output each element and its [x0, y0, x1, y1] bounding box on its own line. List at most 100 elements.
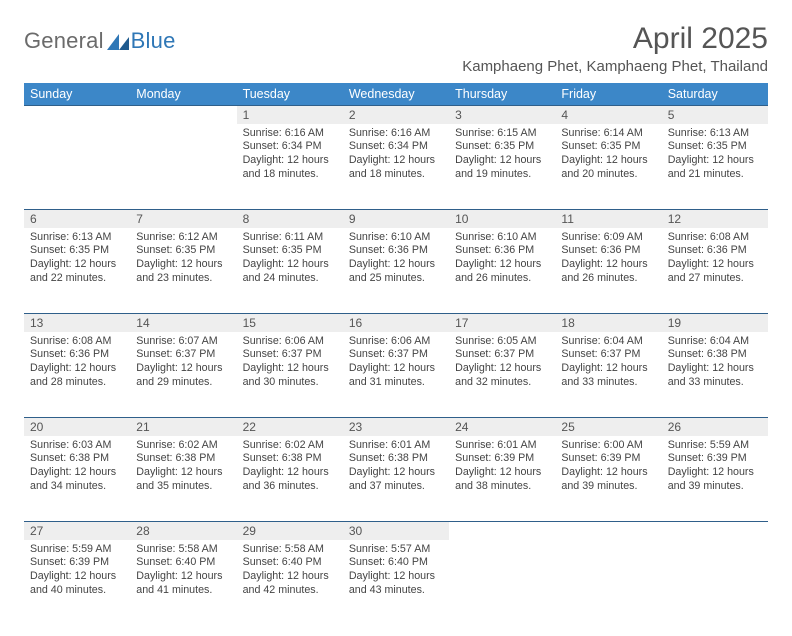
daylight-text: Daylight: 12 hours and 26 minutes. [561, 258, 655, 285]
day-cell-body: Sunrise: 6:10 AMSunset: 6:36 PMDaylight:… [343, 228, 449, 290]
day-number-cell: 2 [343, 106, 449, 124]
day-cell-body: Sunrise: 6:10 AMSunset: 6:36 PMDaylight:… [449, 228, 555, 290]
daylight-text: Daylight: 12 hours and 18 minutes. [349, 154, 443, 181]
sunset-text: Sunset: 6:35 PM [455, 140, 549, 154]
day-number-cell: 8 [237, 210, 343, 228]
daylight-text: Daylight: 12 hours and 39 minutes. [668, 466, 762, 493]
day-cell-body: Sunrise: 5:59 AMSunset: 6:39 PMDaylight:… [24, 540, 130, 602]
daylight-text: Daylight: 12 hours and 25 minutes. [349, 258, 443, 285]
day-number-cell: 24 [449, 418, 555, 436]
day-number-cell: 16 [343, 314, 449, 332]
sunset-text: Sunset: 6:37 PM [349, 348, 443, 362]
sunrise-text: Sunrise: 6:11 AM [243, 231, 337, 245]
day-number-cell: 22 [237, 418, 343, 436]
day-cell: Sunrise: 5:58 AMSunset: 6:40 PMDaylight:… [130, 540, 236, 626]
sunrise-text: Sunrise: 6:10 AM [349, 231, 443, 245]
sunrise-text: Sunrise: 6:01 AM [349, 439, 443, 453]
sunrise-text: Sunrise: 6:13 AM [30, 231, 124, 245]
day-cell-body: Sunrise: 6:11 AMSunset: 6:35 PMDaylight:… [237, 228, 343, 290]
daylight-text: Daylight: 12 hours and 23 minutes. [136, 258, 230, 285]
day-cell: Sunrise: 6:07 AMSunset: 6:37 PMDaylight:… [130, 332, 236, 418]
day-cell: Sunrise: 5:58 AMSunset: 6:40 PMDaylight:… [237, 540, 343, 626]
logo-mark-icon [107, 32, 129, 50]
daylight-text: Daylight: 12 hours and 28 minutes. [30, 362, 124, 389]
daylight-text: Daylight: 12 hours and 33 minutes. [561, 362, 655, 389]
day-number-cell: 12 [662, 210, 768, 228]
sunrise-text: Sunrise: 6:14 AM [561, 127, 655, 141]
day-number-cell: 29 [237, 522, 343, 540]
sunrise-text: Sunrise: 6:03 AM [30, 439, 124, 453]
daylight-text: Daylight: 12 hours and 19 minutes. [455, 154, 549, 181]
sunset-text: Sunset: 6:39 PM [30, 556, 124, 570]
week-row: Sunrise: 6:08 AMSunset: 6:36 PMDaylight:… [24, 332, 768, 418]
day-cell: Sunrise: 6:08 AMSunset: 6:36 PMDaylight:… [24, 332, 130, 418]
day-cell-body: Sunrise: 6:16 AMSunset: 6:34 PMDaylight:… [343, 124, 449, 186]
day-cell-body: Sunrise: 6:16 AMSunset: 6:34 PMDaylight:… [237, 124, 343, 186]
day-cell-body: Sunrise: 6:08 AMSunset: 6:36 PMDaylight:… [24, 332, 130, 394]
page-subtitle: Kamphaeng Phet, Kamphaeng Phet, Thailand [462, 58, 768, 75]
calendar-table: Sunday Monday Tuesday Wednesday Thursday… [24, 83, 768, 626]
sunrise-text: Sunrise: 6:16 AM [349, 127, 443, 141]
day-cell: Sunrise: 6:06 AMSunset: 6:37 PMDaylight:… [343, 332, 449, 418]
page-title: April 2025 [462, 22, 768, 56]
sunset-text: Sunset: 6:34 PM [349, 140, 443, 154]
day-cell-body: Sunrise: 5:59 AMSunset: 6:39 PMDaylight:… [662, 436, 768, 498]
day-cell: Sunrise: 6:02 AMSunset: 6:38 PMDaylight:… [130, 436, 236, 522]
day-cell-body: Sunrise: 5:57 AMSunset: 6:40 PMDaylight:… [343, 540, 449, 602]
day-cell: Sunrise: 6:10 AMSunset: 6:36 PMDaylight:… [343, 228, 449, 314]
day-cell: Sunrise: 6:13 AMSunset: 6:35 PMDaylight:… [24, 228, 130, 314]
day-cell-body: Sunrise: 6:14 AMSunset: 6:35 PMDaylight:… [555, 124, 661, 186]
sunrise-text: Sunrise: 5:58 AM [243, 543, 337, 557]
daylight-text: Daylight: 12 hours and 42 minutes. [243, 570, 337, 597]
sunrise-text: Sunrise: 6:08 AM [668, 231, 762, 245]
day-number-cell: 21 [130, 418, 236, 436]
day-cell-body: Sunrise: 5:58 AMSunset: 6:40 PMDaylight:… [130, 540, 236, 602]
day-cell-body: Sunrise: 6:13 AMSunset: 6:35 PMDaylight:… [24, 228, 130, 290]
day-number-cell: 9 [343, 210, 449, 228]
sunset-text: Sunset: 6:36 PM [668, 244, 762, 258]
day-cell: Sunrise: 5:59 AMSunset: 6:39 PMDaylight:… [24, 540, 130, 626]
sunrise-text: Sunrise: 6:12 AM [136, 231, 230, 245]
day-number-cell: 28 [130, 522, 236, 540]
daylight-text: Daylight: 12 hours and 37 minutes. [349, 466, 443, 493]
sunrise-text: Sunrise: 6:10 AM [455, 231, 549, 245]
sunset-text: Sunset: 6:35 PM [136, 244, 230, 258]
day-cell: Sunrise: 6:02 AMSunset: 6:38 PMDaylight:… [237, 436, 343, 522]
sunset-text: Sunset: 6:34 PM [243, 140, 337, 154]
daylight-text: Daylight: 12 hours and 32 minutes. [455, 362, 549, 389]
sunrise-text: Sunrise: 6:02 AM [136, 439, 230, 453]
week-row: Sunrise: 6:13 AMSunset: 6:35 PMDaylight:… [24, 228, 768, 314]
day-cell: Sunrise: 6:16 AMSunset: 6:34 PMDaylight:… [237, 124, 343, 210]
day-number-cell: 4 [555, 106, 661, 124]
sunrise-text: Sunrise: 6:07 AM [136, 335, 230, 349]
day-cell [130, 124, 236, 210]
day-cell: Sunrise: 6:04 AMSunset: 6:38 PMDaylight:… [662, 332, 768, 418]
sunrise-text: Sunrise: 6:09 AM [561, 231, 655, 245]
weekday-header: Wednesday [343, 83, 449, 106]
daylight-text: Daylight: 12 hours and 35 minutes. [136, 466, 230, 493]
sunrise-text: Sunrise: 5:59 AM [668, 439, 762, 453]
day-cell-body: Sunrise: 6:04 AMSunset: 6:37 PMDaylight:… [555, 332, 661, 394]
day-cell-body: Sunrise: 6:02 AMSunset: 6:38 PMDaylight:… [237, 436, 343, 498]
day-cell-body: Sunrise: 6:06 AMSunset: 6:37 PMDaylight:… [343, 332, 449, 394]
day-number-cell: 1 [237, 106, 343, 124]
sunrise-text: Sunrise: 6:01 AM [455, 439, 549, 453]
day-cell-body: Sunrise: 6:02 AMSunset: 6:38 PMDaylight:… [130, 436, 236, 498]
day-number-cell: 15 [237, 314, 343, 332]
day-cell-body: Sunrise: 6:04 AMSunset: 6:38 PMDaylight:… [662, 332, 768, 394]
daylight-text: Daylight: 12 hours and 34 minutes. [30, 466, 124, 493]
sunrise-text: Sunrise: 6:05 AM [455, 335, 549, 349]
weekday-header: Sunday [24, 83, 130, 106]
sunset-text: Sunset: 6:35 PM [561, 140, 655, 154]
sunset-text: Sunset: 6:37 PM [136, 348, 230, 362]
day-cell [662, 540, 768, 626]
sunset-text: Sunset: 6:36 PM [349, 244, 443, 258]
logo-word-blue: Blue [131, 28, 176, 54]
day-cell: Sunrise: 6:15 AMSunset: 6:35 PMDaylight:… [449, 124, 555, 210]
weekday-header: Friday [555, 83, 661, 106]
day-cell-body: Sunrise: 6:12 AMSunset: 6:35 PMDaylight:… [130, 228, 236, 290]
day-number-cell [449, 522, 555, 540]
day-number-row: 20212223242526 [24, 418, 768, 436]
day-cell-body: Sunrise: 6:06 AMSunset: 6:37 PMDaylight:… [237, 332, 343, 394]
day-cell [555, 540, 661, 626]
